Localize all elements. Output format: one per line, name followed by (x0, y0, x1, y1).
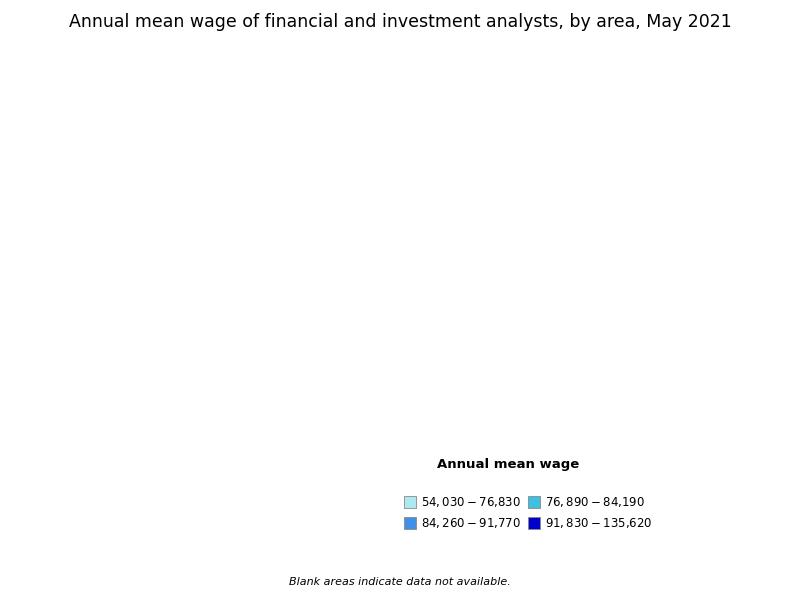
Text: Annual mean wage of financial and investment analysts, by area, May 2021: Annual mean wage of financial and invest… (69, 13, 731, 31)
Text: Annual mean wage: Annual mean wage (437, 458, 579, 471)
Text: $54,030 - $76,830: $54,030 - $76,830 (421, 495, 521, 509)
Text: $91,830 - $135,620: $91,830 - $135,620 (545, 516, 652, 530)
Text: $76,890 - $84,190: $76,890 - $84,190 (545, 495, 645, 509)
Text: $84,260 - $91,770: $84,260 - $91,770 (421, 516, 521, 530)
Text: Blank areas indicate data not available.: Blank areas indicate data not available. (289, 577, 511, 587)
